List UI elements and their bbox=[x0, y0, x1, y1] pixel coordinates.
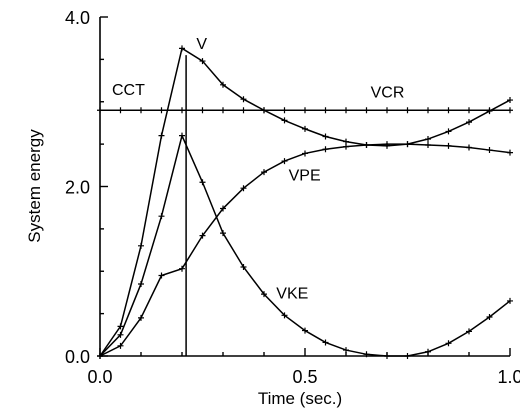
point-vpe bbox=[363, 141, 370, 148]
point-v bbox=[425, 136, 431, 143]
point-vke bbox=[322, 339, 329, 346]
point-vcr bbox=[384, 107, 390, 114]
point-v bbox=[302, 125, 308, 132]
point-vke bbox=[507, 297, 513, 304]
point-vke bbox=[117, 331, 124, 338]
y-tick-label: 0.0 bbox=[65, 347, 90, 367]
point-v bbox=[220, 81, 226, 88]
point-vcr bbox=[261, 107, 267, 114]
point-vke bbox=[138, 280, 144, 287]
point-vpe bbox=[486, 147, 493, 154]
point-vcr bbox=[240, 107, 247, 114]
point-vcr bbox=[220, 107, 226, 114]
point-vpe bbox=[445, 142, 452, 149]
point-vke bbox=[404, 353, 411, 359]
point-v bbox=[343, 138, 349, 145]
point-vpe bbox=[240, 185, 247, 192]
point-vcr bbox=[199, 107, 206, 114]
point-vke bbox=[302, 327, 308, 334]
y-axis-title: System energy bbox=[25, 129, 44, 243]
point-vpe bbox=[158, 272, 165, 279]
point-v bbox=[179, 45, 185, 52]
x-tick-label: 0.0 bbox=[87, 367, 112, 387]
series-label-vcr: VCR bbox=[371, 85, 405, 102]
point-vke bbox=[425, 348, 431, 355]
point-vcr bbox=[322, 107, 329, 114]
point-vpe bbox=[404, 141, 411, 148]
point-v bbox=[199, 58, 206, 65]
axis-tick-labels: 0.0 0.5 1.0 0.0 2.0 4.0 bbox=[65, 8, 520, 387]
point-vpe bbox=[281, 158, 288, 165]
point-vcr bbox=[138, 107, 144, 114]
point-vke bbox=[281, 312, 288, 319]
point-v bbox=[445, 128, 452, 135]
point-vke bbox=[240, 264, 247, 271]
x-tick-label: 1.0 bbox=[497, 367, 520, 387]
point-vpe bbox=[220, 205, 226, 212]
point-vpe bbox=[302, 150, 308, 157]
point-vpe bbox=[507, 149, 513, 156]
point-v bbox=[281, 117, 288, 124]
point-vke bbox=[261, 291, 267, 298]
x-axis-title: Time (sec.) bbox=[258, 389, 342, 408]
point-v bbox=[158, 132, 165, 139]
point-vpe bbox=[466, 144, 472, 151]
point-vke bbox=[343, 347, 349, 354]
point-vke bbox=[158, 213, 165, 220]
point-vcr bbox=[343, 107, 349, 114]
axis-ticks bbox=[99, 16, 511, 357]
point-vpe bbox=[261, 169, 267, 176]
point-vpe bbox=[117, 342, 124, 349]
point-vpe bbox=[384, 141, 390, 148]
point-vke bbox=[179, 132, 185, 139]
point-vke bbox=[445, 340, 452, 347]
point-vke bbox=[384, 353, 390, 359]
point-vpe bbox=[343, 143, 349, 150]
point-vcr bbox=[302, 107, 308, 114]
point-v bbox=[466, 119, 472, 126]
point-v bbox=[138, 242, 144, 249]
point-vcr bbox=[179, 107, 185, 114]
point-vke bbox=[466, 328, 472, 335]
point-vcr bbox=[363, 107, 370, 114]
series-label-vpe: VPE bbox=[289, 168, 321, 185]
y-tick-label: 4.0 bbox=[65, 8, 90, 28]
series-layer bbox=[97, 45, 513, 359]
point-v bbox=[240, 96, 247, 103]
point-vpe bbox=[138, 314, 144, 321]
cct-marker-group: CCT bbox=[112, 55, 187, 356]
point-vpe bbox=[199, 232, 206, 239]
point-vcr bbox=[117, 107, 124, 114]
point-vke bbox=[363, 351, 370, 358]
cct-label: CCT bbox=[112, 82, 145, 99]
point-v bbox=[322, 133, 329, 140]
point-vpe bbox=[322, 146, 329, 153]
point-v bbox=[117, 323, 124, 330]
point-vke bbox=[220, 230, 226, 237]
series-line-v bbox=[99, 47, 511, 357]
point-vpe bbox=[425, 141, 431, 148]
point-vcr bbox=[486, 107, 493, 114]
series-label-vke: VKE bbox=[276, 285, 308, 302]
series-labels: V VCR VPE VKE bbox=[196, 36, 404, 302]
point-vcr bbox=[404, 107, 411, 114]
point-vcr bbox=[466, 107, 472, 114]
point-vcr bbox=[158, 107, 165, 114]
y-tick-label: 2.0 bbox=[65, 178, 90, 198]
point-vcr bbox=[425, 107, 431, 114]
series-label-v: V bbox=[196, 36, 207, 53]
point-vpe bbox=[179, 265, 185, 272]
point-v bbox=[507, 97, 513, 104]
point-vke bbox=[97, 353, 103, 359]
point-vke bbox=[199, 179, 206, 186]
point-vcr bbox=[97, 107, 103, 114]
point-vcr bbox=[281, 107, 288, 114]
point-vke bbox=[486, 314, 493, 321]
x-tick-label: 0.5 bbox=[292, 367, 317, 387]
point-vcr bbox=[445, 107, 452, 114]
plot-area bbox=[99, 17, 510, 357]
point-vcr bbox=[507, 107, 513, 114]
